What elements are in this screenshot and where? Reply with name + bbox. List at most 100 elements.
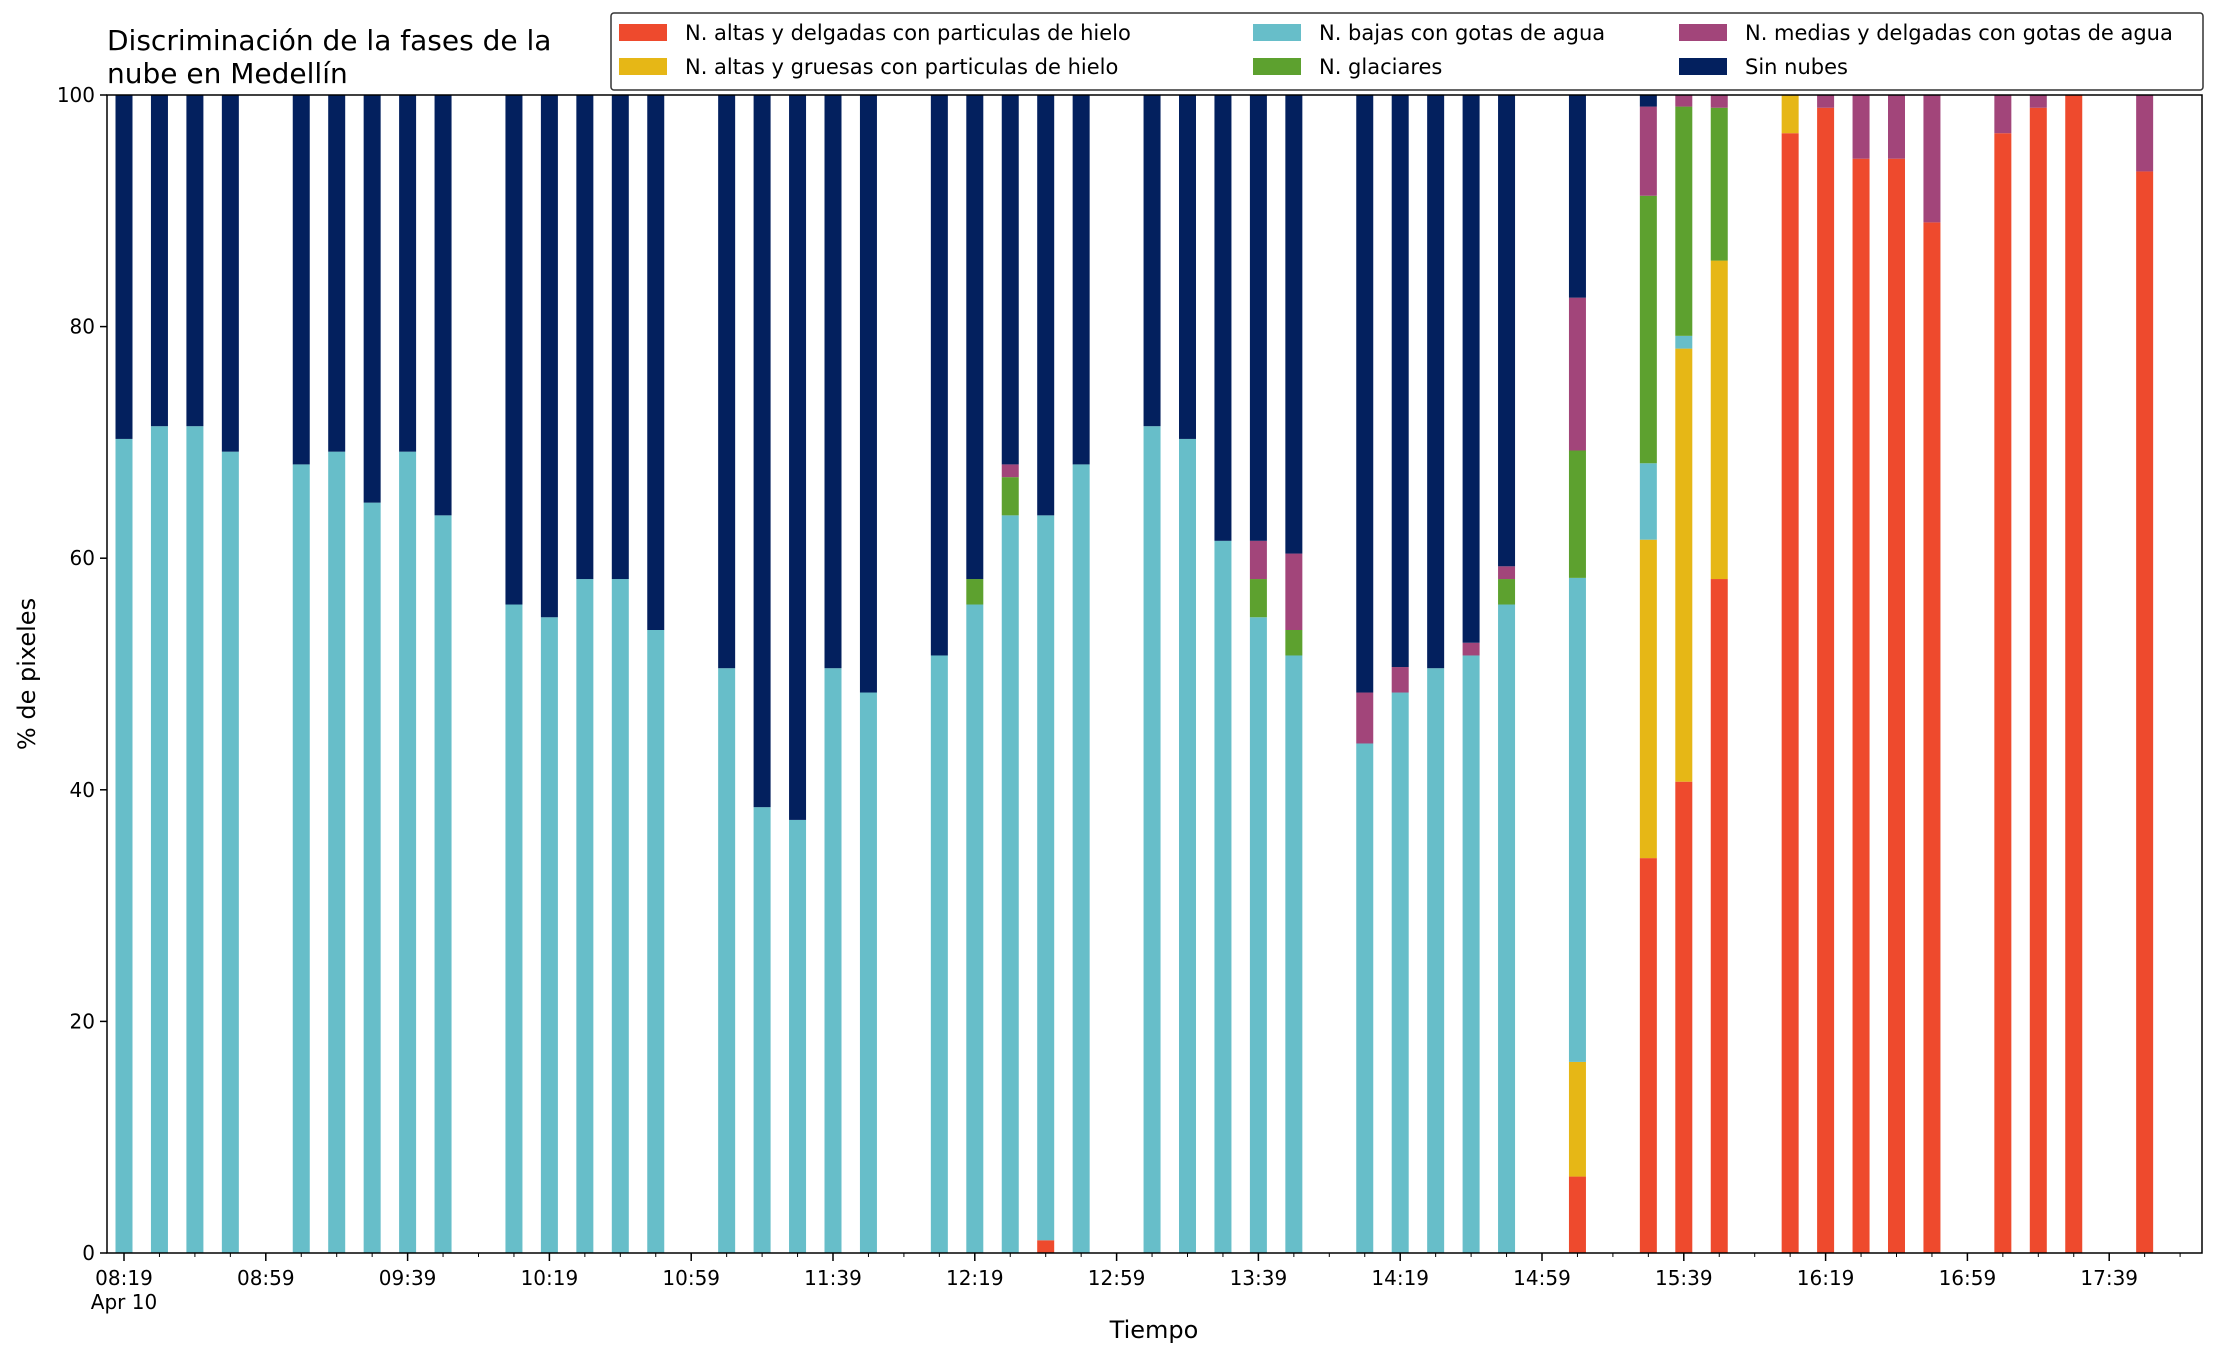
bar-segment (966, 604, 984, 1253)
bar-segment (2029, 95, 2047, 108)
bar-segment (1817, 95, 1835, 108)
bar-segment (576, 579, 594, 1253)
bar-segment (1249, 579, 1267, 618)
bar-segment (789, 95, 807, 820)
bar-segment (966, 95, 984, 580)
y-tick-label: 100 (57, 83, 95, 107)
bar-segment (1675, 95, 1693, 107)
bar-segment (1852, 95, 1870, 159)
bar-segment (1285, 655, 1303, 1253)
bar-segment (1143, 95, 1161, 427)
bar-segment (1249, 540, 1267, 580)
bar-segment (1498, 95, 1516, 567)
bar-segment (1639, 463, 1657, 540)
legend-label: Sin nubes (1745, 55, 1848, 79)
bar-segment (930, 655, 948, 1253)
bar-segment (647, 630, 665, 1253)
x-tick-label: 16:19 (1797, 1266, 1855, 1290)
bar-segment (859, 95, 877, 693)
bar-segment (1427, 95, 1445, 669)
bar-segment (1710, 260, 1728, 580)
bar-segment (824, 95, 842, 669)
bar-segment (647, 95, 665, 630)
bar-segment (1462, 655, 1480, 1253)
bar-segment (1568, 95, 1586, 298)
bar-segment (505, 604, 523, 1253)
bar-segment (1639, 539, 1657, 859)
bar-segment (1639, 858, 1657, 1253)
bar-segment (753, 95, 771, 808)
x-tick-sublabel: Apr 10 (91, 1290, 157, 1314)
bar-segment (1568, 297, 1586, 451)
chart-title-line-1: Discriminación de la fases de la (107, 24, 551, 57)
bar-segment (1781, 95, 1799, 134)
x-tick-label: 10:19 (521, 1266, 579, 1290)
bar-segment (1568, 1061, 1586, 1177)
bar-segment (1498, 604, 1516, 1253)
bar-segment (1391, 692, 1409, 1253)
y-tick-label: 0 (82, 1241, 95, 1265)
bar-segment (1285, 553, 1303, 630)
bar-segment (1923, 222, 1941, 1253)
y-tick-label: 20 (70, 1009, 95, 1033)
x-tick-label: 12:19 (946, 1266, 1004, 1290)
x-tick-label: 14:19 (1371, 1266, 1429, 1290)
bar-segment (1179, 95, 1196, 439)
x-tick-label: 09:39 (379, 1266, 437, 1290)
bar-segment (292, 464, 310, 1253)
bar-segment (718, 95, 736, 669)
bar-segment (221, 95, 239, 452)
x-tick-label: 17:39 (2080, 1266, 2138, 1290)
y-tick-label: 80 (70, 315, 95, 339)
bar-segment (2136, 171, 2154, 1254)
legend-swatch (619, 58, 667, 75)
legend-label: N. bajas con gotas de agua (1319, 21, 1605, 45)
bar-segment (1427, 668, 1445, 1253)
bar-segment (1568, 1176, 1586, 1253)
bar-segment (1356, 692, 1374, 744)
bar-segment (221, 451, 239, 1253)
bar-segment (1675, 335, 1693, 349)
bar-segment (1072, 464, 1090, 1253)
bar-segment (1001, 95, 1019, 465)
bar-segment (824, 668, 842, 1253)
bar-segment (1994, 95, 2012, 134)
bar-segment (540, 617, 558, 1253)
bar-segment (576, 95, 594, 580)
bar-segment (611, 579, 629, 1253)
bar-segment (1285, 630, 1303, 656)
bar-segment (115, 438, 133, 1253)
bar-segment (1143, 426, 1161, 1253)
bar-segment (1498, 566, 1516, 580)
bar-segment (328, 95, 346, 452)
bar-segment (1037, 95, 1055, 516)
x-tick-label: 11:39 (804, 1266, 862, 1290)
bar-segment (1001, 515, 1019, 1253)
bar-segment (1817, 107, 1835, 1254)
x-tick-label: 10:59 (662, 1266, 720, 1290)
bar-segment (434, 95, 452, 516)
bar-segment (1391, 667, 1409, 693)
bar-segment (1179, 438, 1196, 1253)
bar-segment (328, 451, 346, 1253)
x-tick-label: 14:59 (1513, 1266, 1571, 1290)
bar-segment (1888, 95, 1905, 159)
bar-segment (1356, 95, 1374, 693)
x-tick-label: 08:19 (95, 1266, 153, 1290)
legend-swatch (1679, 58, 1727, 75)
bar-segment (1639, 95, 1657, 107)
bar-segment (363, 95, 381, 503)
x-axis-label: Tiempo (1109, 1316, 1199, 1344)
bar-segment (789, 819, 807, 1253)
bar-segment (399, 451, 417, 1253)
bar-segment (1888, 158, 1905, 1254)
bar-segment (1214, 540, 1232, 1253)
bar-segment (1001, 477, 1019, 516)
bar-segment (434, 515, 452, 1253)
bar-segment (1462, 95, 1480, 643)
bar-segment (1639, 195, 1657, 464)
bar-segment (1249, 617, 1267, 1253)
bar-segment (1568, 577, 1586, 1062)
bar-segment (1037, 515, 1055, 1241)
